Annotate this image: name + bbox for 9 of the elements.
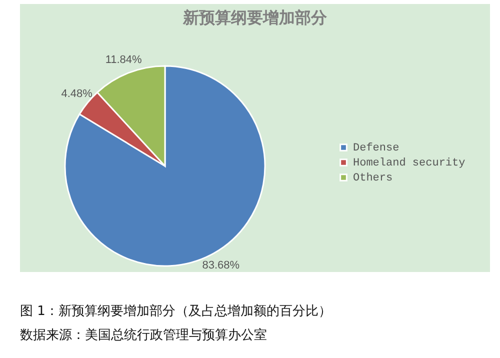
data-label: 83.68% — [202, 259, 240, 272]
legend-label: Homeland security — [353, 158, 466, 170]
data-label: 4.48% — [61, 88, 93, 100]
legend-label: Others — [353, 172, 393, 184]
legend-label: Defense — [353, 142, 400, 154]
data-label: 11.84% — [105, 54, 142, 66]
chart-title: 新预算纲要增加部分 — [182, 8, 328, 27]
source-note: 数据来源：美国总统行政管理与预算办公室 — [20, 327, 268, 345]
caption: 图 1：新预算纲要增加部分（及占总增加额的百分比） — [20, 303, 332, 321]
